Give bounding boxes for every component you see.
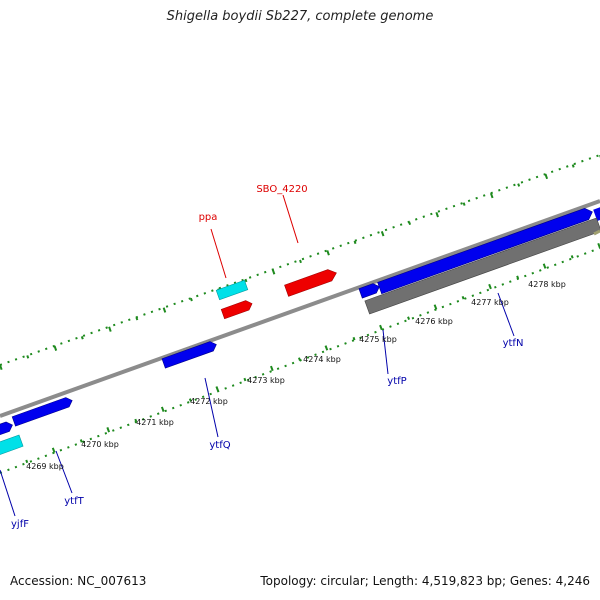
scale-label: 4269 kbp [26,462,64,471]
sbo4220-callout-line [282,194,299,244]
major-tick [326,250,330,256]
label-ytfP: ytfP [387,376,406,387]
minor-tick [570,255,574,259]
label-ytfN: ytfN [503,338,524,349]
label-ytfT: ytfT [64,496,84,507]
minor-tick [244,278,248,283]
major-tick [542,263,547,269]
yjfF-callout-line [0,469,16,517]
major-tick [324,345,329,351]
minor-tick [188,398,192,402]
minor-tick [134,418,138,423]
major-tick [379,324,383,331]
map-title: Shigella boydii Sb227, complete genome [166,9,434,24]
label-sbo4220: SBO_4220 [256,184,307,195]
ppa-callout-line [210,228,227,279]
minor-tick [26,355,30,359]
major-tick [380,231,385,237]
minor-tick [516,275,520,280]
scale-label: 4276 kbp [415,317,453,326]
gene-yjfF-rna[interactable] [0,434,24,458]
gene-sbo4220[interactable] [284,267,338,297]
scale-label: 4274 kbp [303,355,341,364]
gene-ytfP[interactable] [358,282,381,299]
ytfP-callout-line [382,329,389,375]
ytfQ-callout-line [204,377,219,438]
scale-label: 4278 kbp [528,280,566,289]
major-tick [160,406,165,412]
minor-tick [80,336,84,340]
gene-edge-right[interactable] [593,207,600,221]
scale-label: 4270 kbp [81,440,119,449]
gene-ppa-rna[interactable] [215,279,249,301]
label-ytfQ: ytfQ [209,440,230,451]
major-tick [488,283,492,290]
outer-ruler-dots [0,154,600,366]
label-yjfF: yjfF [11,519,29,530]
major-tick [270,365,274,372]
major-tick [435,211,439,218]
major-tick [0,364,3,371]
minor-tick [25,459,29,464]
minor-tick [299,259,302,264]
minor-tick [353,240,357,245]
minor-tick [352,336,356,341]
major-tick [53,345,58,351]
major-tick [489,192,494,199]
ytfN-callout-line [497,292,515,337]
accession-text: Accession: NC_007613 [10,574,147,588]
gene-ytfT[interactable] [11,396,74,427]
gene-yjfF[interactable] [0,420,14,438]
major-tick [433,304,438,310]
scale-label: 4273 kbp [247,376,285,385]
scale-label: 4272 kbp [190,397,228,406]
minor-tick [135,316,139,321]
genome-backbone [0,199,600,418]
major-tick [162,307,167,313]
minor-tick [408,221,412,225]
major-tick [215,386,220,392]
minor-tick [517,183,521,187]
gene-ppa[interactable] [220,299,254,320]
minor-tick [243,377,247,382]
minor-tick [571,164,575,168]
minor-tick [462,202,466,206]
major-tick [51,447,56,453]
minor-tick [461,295,465,300]
major-tick [106,427,111,433]
scale-label: 4275 kbp [359,335,397,344]
minor-tick [79,439,83,443]
ytfT-callout-line [55,450,73,494]
minor-tick [407,316,411,320]
scale-label: 4277 kbp [471,298,509,307]
major-tick [271,269,276,275]
gene-ytfQ[interactable] [161,340,218,369]
gene-ytfN[interactable] [377,206,595,295]
gene-edge-olive [593,229,600,236]
minor-tick [189,297,193,302]
major-tick [108,326,112,332]
minor-tick [298,357,301,361]
label-ppa: ppa [199,212,218,223]
major-tick [544,173,549,180]
genome-summary-text: Topology: circular; Length: 4,519,823 bp… [260,574,590,588]
scale-label: 4271 kbp [136,418,174,427]
gene-ytfN-gray[interactable] [364,217,600,315]
